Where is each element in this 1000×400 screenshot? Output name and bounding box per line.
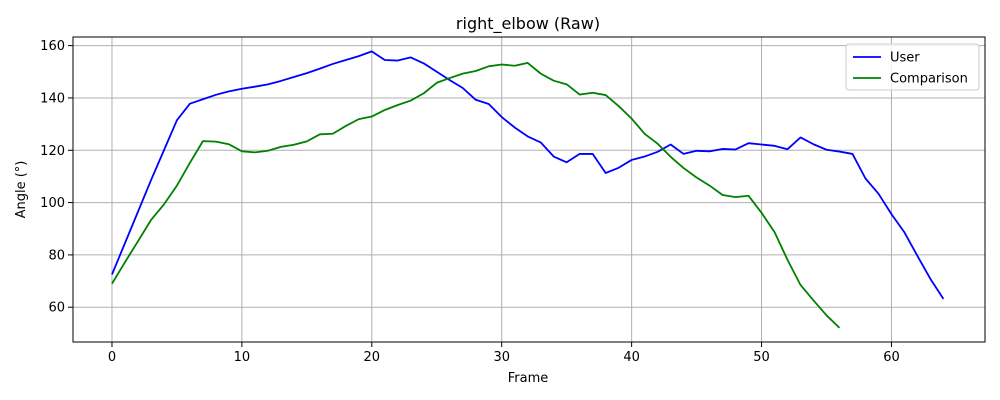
x-tick-label: 60 [883, 350, 900, 365]
x-tick-label: 30 [493, 350, 510, 365]
series-layer [111, 50, 945, 329]
x-axis-label: Frame [508, 371, 549, 386]
x-axis-ticks: 0 10 20 30 40 50 60 [108, 342, 900, 365]
y-tick-label: 100 [40, 196, 65, 211]
x-tick-label: 40 [623, 350, 640, 365]
y-tick-label: 160 [40, 39, 65, 54]
grid [73, 37, 985, 342]
x-tick-label: 50 [753, 350, 770, 365]
y-tick-label: 80 [48, 248, 65, 263]
y-tick-label: 120 [40, 144, 65, 159]
y-tick-label: 140 [40, 91, 65, 106]
plot-frame [72, 36, 986, 343]
y-axis-label: Angle (°) [14, 161, 29, 219]
chart-title: right_elbow (Raw) [456, 14, 600, 34]
y-tick-label: 60 [48, 301, 65, 316]
legend-label-user: User [890, 51, 920, 66]
x-tick-label: 10 [234, 350, 251, 365]
series-line-comparison [111, 62, 841, 329]
legend: User Comparison [845, 43, 980, 91]
x-tick-label: 20 [364, 350, 381, 365]
x-tick-label: 0 [108, 350, 116, 365]
series-line-user [111, 50, 945, 300]
legend-label-comparison: Comparison [890, 72, 968, 87]
y-axis-ticks: 60 80 100 120 140 160 [40, 39, 73, 316]
